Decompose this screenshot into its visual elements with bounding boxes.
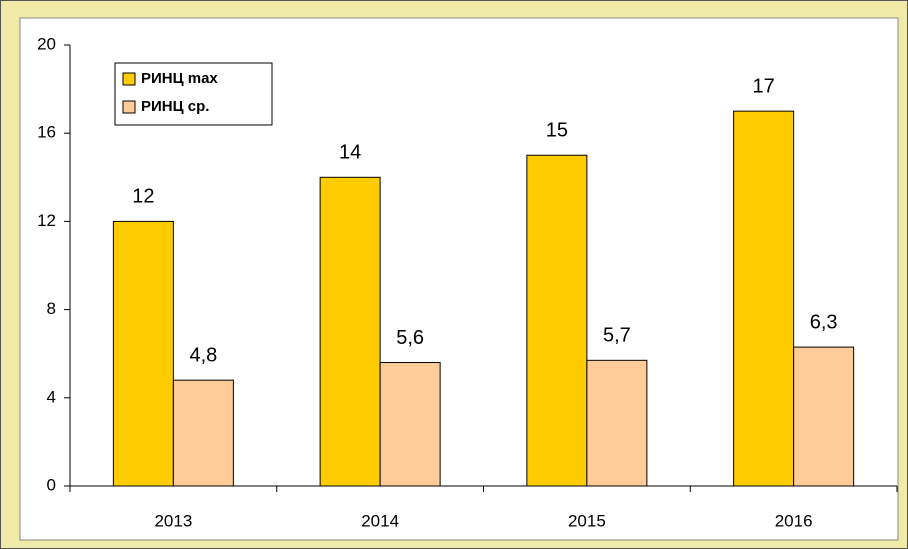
value-label: 6,3 bbox=[810, 311, 838, 333]
bar bbox=[172, 379, 234, 487]
x-tick-label: 2016 bbox=[775, 511, 813, 530]
value-label: 14 bbox=[339, 142, 361, 164]
y-tick-label: 4 bbox=[47, 387, 56, 406]
legend-swatch bbox=[122, 72, 136, 86]
bar bbox=[526, 154, 588, 487]
value-label: 5,7 bbox=[603, 325, 631, 347]
bar bbox=[586, 359, 648, 487]
value-label: 15 bbox=[546, 120, 568, 142]
legend-box bbox=[114, 62, 273, 126]
y-tick-label: 0 bbox=[47, 475, 56, 494]
bar bbox=[793, 346, 855, 487]
value-label: 17 bbox=[753, 75, 775, 97]
y-tick-label: 16 bbox=[37, 123, 56, 142]
bar bbox=[319, 176, 381, 487]
x-tick-label: 2015 bbox=[568, 511, 606, 530]
value-label: 12 bbox=[132, 186, 154, 208]
y-tick-label: 20 bbox=[37, 34, 56, 53]
value-label: 5,6 bbox=[396, 327, 424, 349]
legend-label: РИНЦ ср. bbox=[141, 98, 209, 115]
x-tick-label: 2013 bbox=[154, 511, 192, 530]
legend-swatch bbox=[122, 100, 136, 114]
legend-label: РИНЦ max bbox=[141, 70, 218, 87]
bar bbox=[379, 362, 441, 487]
bar bbox=[733, 110, 795, 487]
value-label: 4,8 bbox=[189, 344, 217, 366]
bar bbox=[112, 220, 174, 487]
x-tick-label: 2014 bbox=[361, 511, 399, 530]
y-tick-label: 8 bbox=[47, 299, 56, 318]
y-tick-label: 12 bbox=[37, 211, 56, 230]
